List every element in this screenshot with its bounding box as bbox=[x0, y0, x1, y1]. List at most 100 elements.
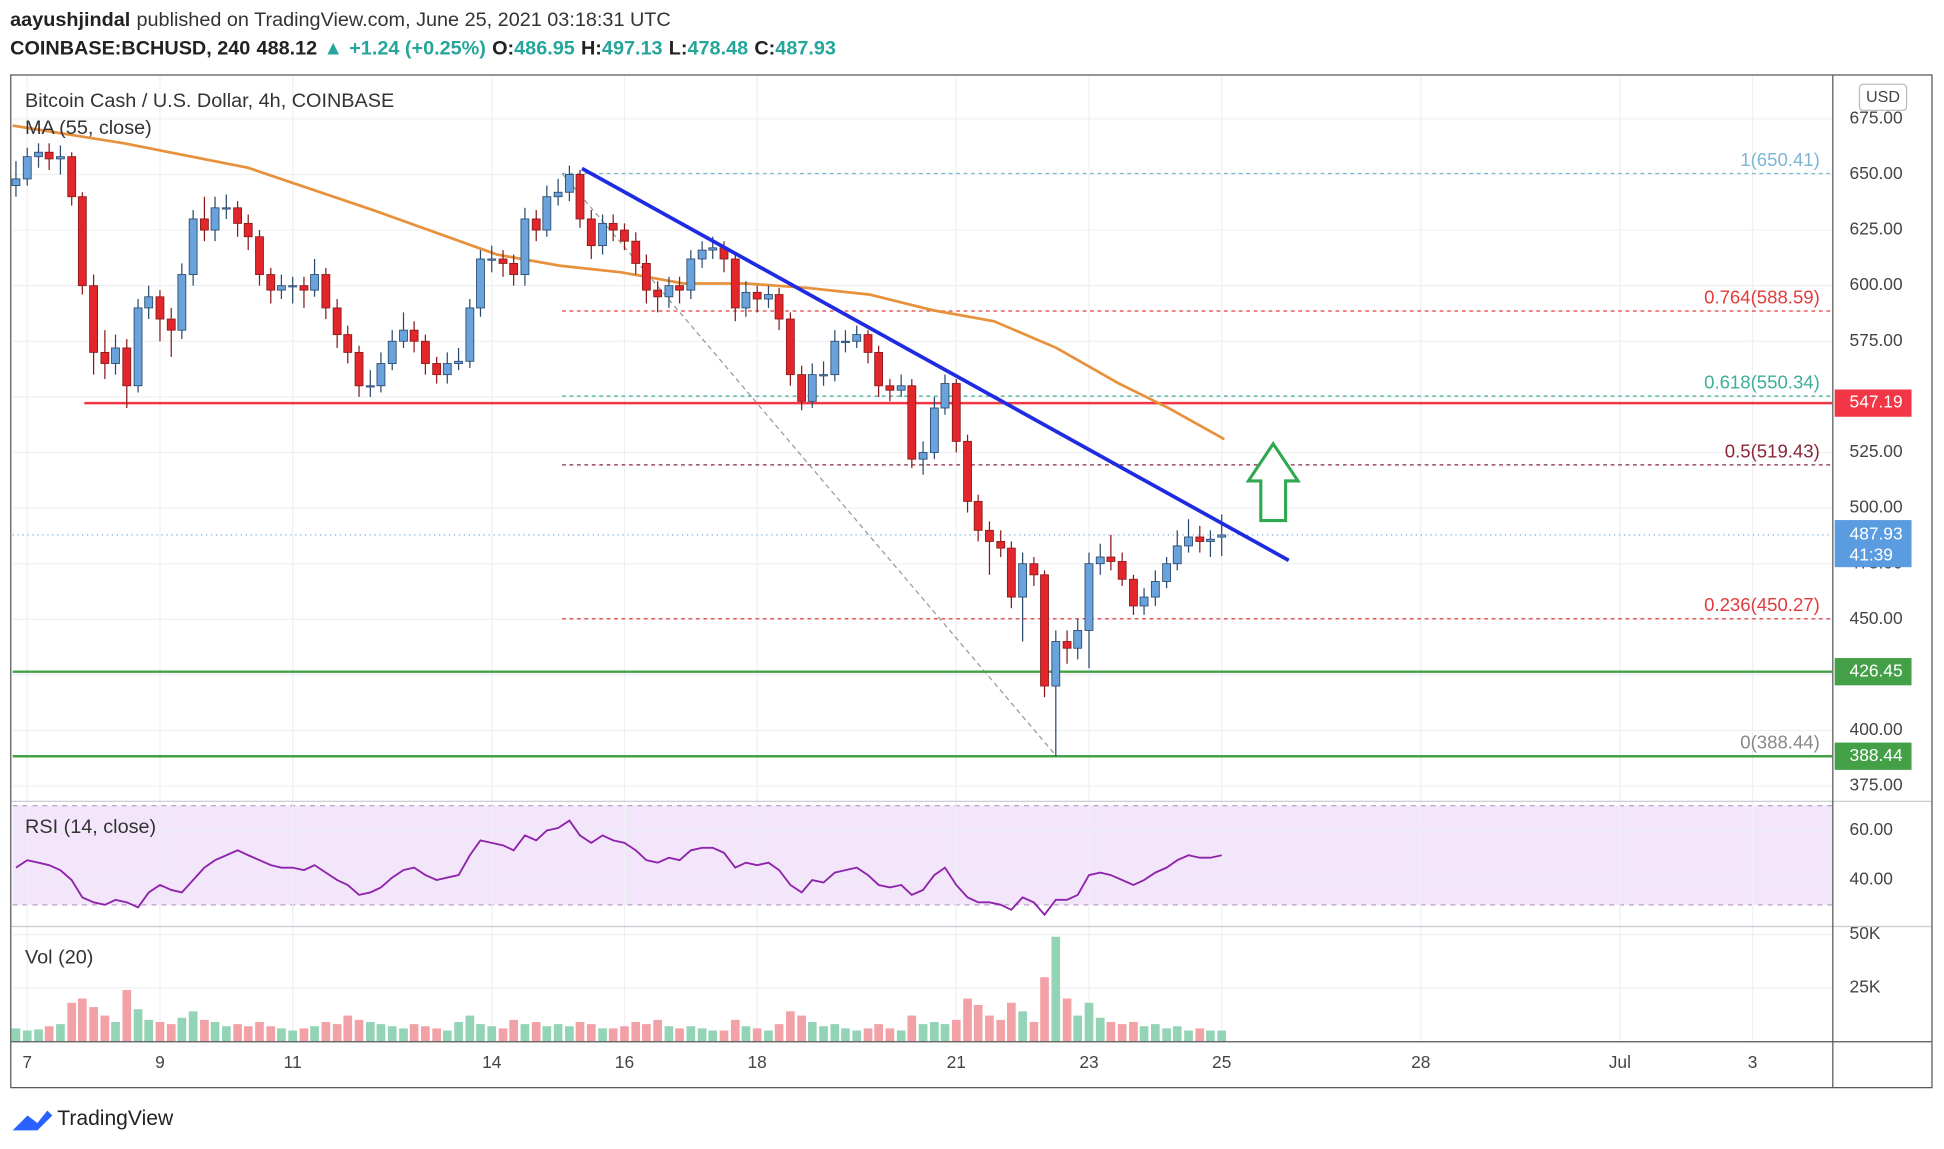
volume-bar bbox=[1029, 1021, 1039, 1042]
candle-body bbox=[807, 374, 817, 402]
candle-body bbox=[1040, 574, 1049, 687]
candle-body bbox=[188, 218, 198, 275]
volume-bar bbox=[907, 1015, 917, 1042]
fib-label: 0(388.44) bbox=[1740, 732, 1820, 753]
volume-bar bbox=[1162, 1028, 1171, 1042]
open-label: O: bbox=[492, 38, 514, 60]
candle-body bbox=[1095, 556, 1105, 565]
volume-bar bbox=[288, 1030, 298, 1042]
volume-bar bbox=[1106, 1021, 1116, 1042]
x-tick-label: 11 bbox=[284, 1052, 302, 1072]
volume-bar bbox=[553, 1024, 563, 1042]
x-tick-label: 28 bbox=[1411, 1052, 1430, 1072]
volume-bar bbox=[200, 1019, 209, 1042]
volume-bar bbox=[67, 1002, 77, 1042]
candle-body bbox=[1162, 563, 1172, 582]
candle-body bbox=[1172, 545, 1182, 565]
volume-bar bbox=[598, 1028, 607, 1042]
candle-body bbox=[963, 440, 972, 502]
volume-legend: Vol (20) bbox=[25, 946, 93, 968]
countdown: 41:39 bbox=[1850, 545, 1893, 565]
volume-bar bbox=[354, 1019, 364, 1042]
candle-body bbox=[409, 329, 419, 342]
volume-bar bbox=[1217, 1030, 1227, 1042]
candle-body bbox=[1051, 641, 1061, 687]
y-tick-label: 675.00 bbox=[1850, 107, 1903, 127]
candle-body bbox=[354, 351, 364, 387]
volume-bar bbox=[951, 1019, 961, 1042]
volume-bar bbox=[1007, 1002, 1016, 1042]
candle-body bbox=[365, 385, 375, 388]
candle-body bbox=[420, 340, 430, 364]
volume-bar bbox=[963, 998, 972, 1042]
chart-frame bbox=[10, 74, 1933, 1089]
candle-body bbox=[575, 174, 585, 220]
candle-body bbox=[664, 285, 674, 298]
volume-bar bbox=[608, 1028, 618, 1042]
volume-bar bbox=[442, 1030, 452, 1042]
volume-bar bbox=[1018, 1011, 1027, 1042]
candle-body bbox=[531, 218, 541, 231]
volume-bar bbox=[89, 1007, 98, 1042]
volume-bar bbox=[807, 1021, 817, 1042]
candle-body bbox=[918, 452, 928, 460]
level-badge bbox=[1834, 389, 1912, 417]
candle-body bbox=[564, 174, 574, 193]
candle-body bbox=[387, 340, 397, 364]
volume-bar bbox=[22, 1030, 32, 1042]
candle-body bbox=[442, 363, 452, 376]
volume-bar bbox=[531, 1021, 541, 1042]
candle-body bbox=[233, 207, 242, 224]
change: +1.24 (+0.25%) bbox=[349, 38, 486, 60]
fib-label: 0.5(519.43) bbox=[1725, 440, 1820, 461]
volume-bar bbox=[11, 1028, 21, 1042]
candle-body bbox=[1106, 556, 1116, 562]
candle-body bbox=[863, 334, 873, 353]
volume-bar bbox=[1184, 1030, 1193, 1042]
candle-body bbox=[1117, 561, 1127, 580]
volume-bar bbox=[741, 1026, 751, 1042]
candle-body bbox=[1184, 536, 1193, 547]
candle-body bbox=[67, 156, 77, 198]
high: 497.13 bbox=[602, 38, 663, 60]
candle-body bbox=[940, 383, 950, 409]
volume-bar bbox=[266, 1026, 276, 1042]
volume-bar bbox=[321, 1021, 331, 1042]
close-label: C: bbox=[754, 38, 775, 60]
x-tick-label: 14 bbox=[482, 1052, 502, 1072]
volume-bar bbox=[708, 1030, 718, 1042]
volume-bar bbox=[277, 1028, 286, 1042]
fib-label: 1(650.41) bbox=[1740, 149, 1820, 170]
volume-bar bbox=[520, 1024, 530, 1042]
level-badge-label: 426.45 bbox=[1850, 660, 1903, 680]
candle-body bbox=[321, 274, 331, 309]
volume-bar bbox=[985, 1015, 994, 1042]
x-tick-label: 9 bbox=[155, 1052, 165, 1072]
y-tick-label: 525.00 bbox=[1850, 441, 1903, 461]
volume-bar bbox=[454, 1021, 463, 1042]
candle-body bbox=[1006, 547, 1016, 598]
candle-body bbox=[177, 274, 187, 331]
candle-body bbox=[34, 151, 43, 158]
candle-body bbox=[399, 329, 408, 342]
volume-bar bbox=[730, 1019, 740, 1042]
volume-bar bbox=[565, 1026, 574, 1042]
price-badge bbox=[1834, 520, 1912, 568]
volume-bar bbox=[343, 1015, 353, 1042]
candle-body bbox=[299, 285, 309, 291]
volume-bar bbox=[1062, 998, 1072, 1042]
volume-bar bbox=[465, 1015, 475, 1042]
rsi-line bbox=[15, 819, 1222, 917]
volume-bar bbox=[1206, 1030, 1215, 1042]
x-tick-label: 23 bbox=[1079, 1052, 1098, 1072]
candle-body bbox=[144, 296, 154, 309]
candle-body bbox=[951, 383, 961, 442]
volume-bar bbox=[752, 1028, 762, 1042]
candle-body bbox=[56, 156, 65, 160]
trendline bbox=[581, 166, 1290, 562]
volume-bar bbox=[387, 1026, 397, 1042]
candle-body bbox=[819, 374, 828, 377]
volume-bar bbox=[653, 1019, 662, 1042]
